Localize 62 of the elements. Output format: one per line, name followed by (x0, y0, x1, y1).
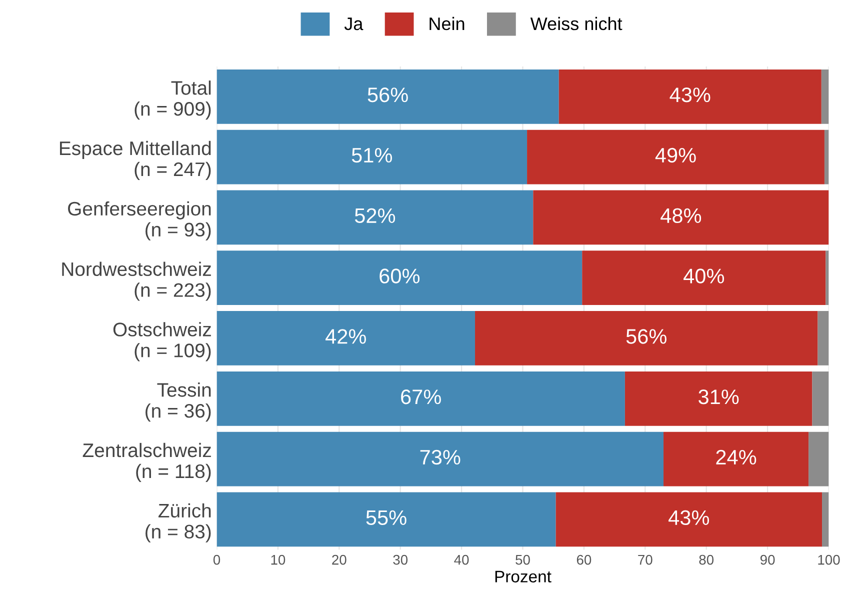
data-label: 40% (684, 268, 724, 284)
x-tick-label: 20 (332, 554, 346, 565)
bar (216, 492, 556, 547)
data-label: 60% (380, 268, 420, 284)
x-tick-label: 10 (271, 554, 286, 565)
x-tick-label: 30 (393, 554, 408, 565)
data-label: 43% (668, 510, 710, 526)
x-tick-label: 40 (454, 554, 469, 565)
x-tick-label: 60 (576, 554, 592, 565)
data-label: 49% (655, 148, 696, 163)
data-label: 67% (401, 389, 441, 404)
data-label: 42% (326, 329, 366, 344)
x-tick-label: 50 (516, 554, 530, 565)
bar (216, 432, 664, 486)
y-tick-label: Tessin (n = 36) (146, 382, 211, 422)
data-label: 31% (698, 389, 739, 404)
data-label: 56% (626, 329, 666, 344)
legend-label: Ja (344, 18, 364, 30)
legend-label: Weiss nicht (530, 16, 622, 30)
bar (582, 250, 826, 306)
bar (818, 311, 829, 366)
data-label: 73% (420, 450, 460, 465)
y-tick-label: Genferseeregion (n = 93) (68, 201, 211, 240)
y-tick-label: Nordwestschweiz (n = 223) (62, 262, 211, 301)
y-tick-label: Ostschweiz (n = 109) (113, 322, 211, 362)
bar (527, 130, 824, 184)
x-axis-title: Prozent (495, 570, 552, 582)
bar (216, 311, 476, 366)
bar (216, 190, 534, 245)
bar (216, 250, 582, 306)
bar (216, 130, 528, 184)
y-tick-label: Zentralschweiz (n = 118) (82, 442, 211, 482)
bar (821, 69, 829, 124)
bar (558, 69, 822, 124)
bar (812, 371, 829, 426)
bar (808, 432, 829, 486)
data-label: 51% (352, 148, 392, 163)
y-tick-label: Espace Mittelland (n = 247) (60, 140, 211, 180)
bar (824, 130, 829, 184)
bar (533, 190, 829, 245)
data-label: 48% (660, 208, 702, 224)
bar (624, 371, 812, 426)
data-label: 55% (366, 510, 406, 526)
x-tick-label: 80 (699, 554, 714, 565)
bar (475, 311, 818, 366)
bar (556, 492, 822, 547)
x-tick-label: 90 (760, 554, 775, 565)
bar (216, 371, 625, 426)
x-tick-label: 70 (638, 554, 652, 565)
data-label: 24% (716, 450, 756, 465)
data-label: 52% (354, 208, 396, 224)
x-tick-label: 0 (213, 554, 220, 565)
bar (822, 492, 829, 547)
data-label: 43% (670, 87, 710, 102)
legend-label: Nein (430, 16, 464, 30)
y-tick-label: Zürich (n = 83) (146, 503, 211, 542)
data-label: 56% (368, 87, 408, 102)
bar (664, 432, 809, 486)
x-tick-label: 100 (818, 554, 840, 565)
y-tick-label: Total (n = 909) (134, 80, 211, 120)
bar (216, 69, 559, 124)
bar (826, 250, 829, 306)
